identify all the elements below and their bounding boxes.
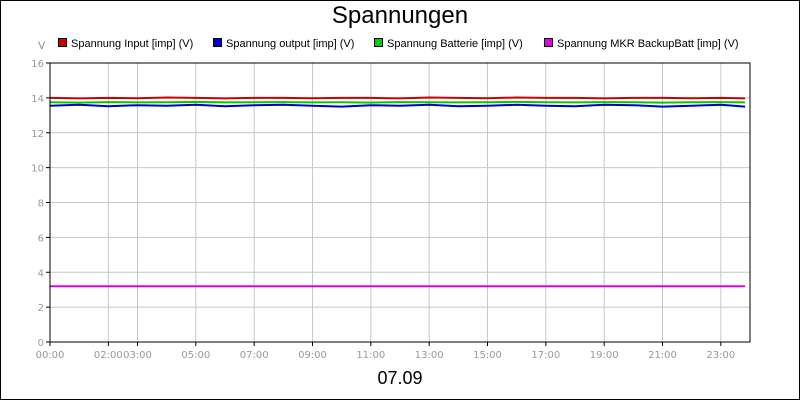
series-line-1: [49, 103, 746, 108]
y-tick-label: 6: [38, 233, 44, 244]
y-tick-label: 16: [31, 59, 44, 70]
legend-label-output: Spannung output [imp] (V): [226, 38, 355, 50]
x-tick-label: 05:00: [181, 350, 210, 361]
y-tick-label: 10: [31, 164, 44, 175]
y-tick-label: 14: [31, 94, 44, 105]
series-line-2: [49, 100, 746, 104]
legend-item-output: Spannung output [imp] (V): [213, 38, 354, 50]
y-tick-label: 8: [38, 199, 44, 210]
x-tick-label: 11:00: [356, 350, 385, 361]
x-tick-label: 00:00: [36, 350, 65, 361]
y-tick-label: 12: [31, 129, 44, 140]
y-axis-unit-label: V: [38, 40, 46, 52]
legend-swatch-batterie: [374, 38, 383, 47]
series-line-0: [49, 96, 746, 100]
x-tick-label: 09:00: [298, 350, 327, 361]
x-tick-label: 17:00: [531, 350, 560, 361]
legend-swatch-output: [213, 38, 222, 47]
y-tick-label: 4: [38, 268, 44, 279]
chart-subtitle: 07.09: [377, 368, 423, 388]
chart-title: Spannungen: [331, 2, 469, 29]
y-tick-label: 2: [38, 303, 44, 314]
legend-label-input: Spannung Input [imp] (V): [71, 38, 194, 50]
legend-label-batterie: Spannung Batterie [imp] (V): [387, 38, 523, 50]
x-tick-label: 03:00: [123, 350, 152, 361]
x-tick-label: 13:00: [415, 350, 444, 361]
x-tick-label: 15:00: [473, 350, 502, 361]
x-tick-label: 23:00: [706, 350, 735, 361]
legend-label-mkr-backupbatt: Spannung MKR BackupBatt [imp] (V): [557, 38, 739, 50]
y-tick-label: 0: [38, 338, 44, 349]
legend-item-mkr-backupbatt: Spannung MKR BackupBatt [imp] (V): [544, 38, 739, 50]
plot-area-border: [49, 62, 751, 343]
x-tick-label: 02:00: [94, 350, 123, 361]
legend-item-input: Spannung Input [imp] (V): [58, 38, 193, 50]
legend-item-batterie: Spannung Batterie [imp] (V): [374, 38, 523, 50]
x-tick-label: 19:00: [590, 350, 619, 361]
legend-swatch-input: [58, 38, 67, 47]
legend-swatch-mkr-backupbatt: [544, 38, 553, 47]
x-tick-label: 07:00: [240, 350, 269, 361]
x-tick-label: 21:00: [648, 350, 677, 361]
